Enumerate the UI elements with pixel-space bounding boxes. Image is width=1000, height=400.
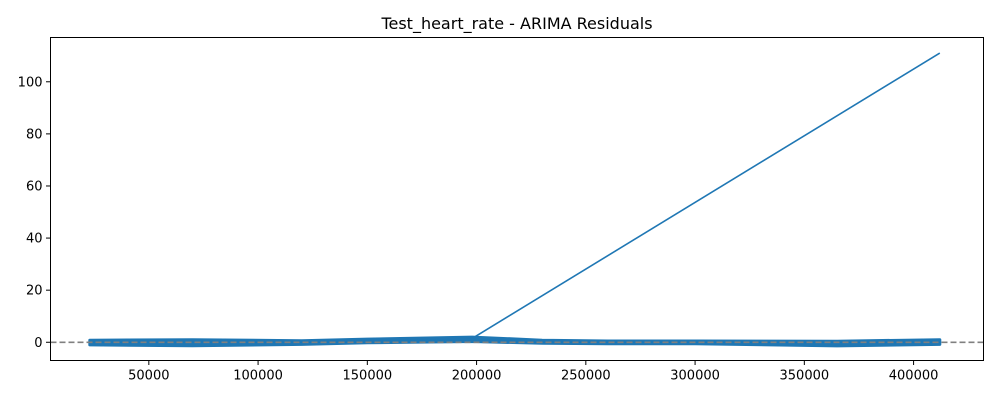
- y-tick-label: 0: [34, 336, 42, 351]
- y-tick-label: 20: [26, 284, 43, 299]
- x-axis: 50000 100000 150000 200000 250000 300000 35000…: [128, 360, 939, 384]
- y-tick-label: 60: [26, 179, 43, 194]
- y-tick-label: 80: [26, 127, 43, 142]
- y-tick-label: 40: [26, 232, 43, 247]
- chart-title: Test_heart_rate - ARIMA Residuals: [380, 14, 652, 34]
- x-tick-label: 400000: [889, 369, 939, 384]
- y-tick-label: 100: [18, 75, 43, 90]
- x-tick-label: 250000: [561, 369, 611, 384]
- plot-frame: [50, 37, 984, 361]
- residual-spike-line: [471, 52, 941, 340]
- y-axis: 0 20 40 60 80 100: [18, 75, 51, 351]
- plot-area: [50, 52, 984, 348]
- x-tick-label: 50000: [128, 369, 169, 384]
- x-tick-label: 150000: [343, 369, 393, 384]
- x-tick-label: 100000: [233, 369, 283, 384]
- x-tick-label: 200000: [452, 369, 502, 384]
- x-tick-label: 350000: [780, 369, 830, 384]
- x-tick-label: 300000: [670, 369, 720, 384]
